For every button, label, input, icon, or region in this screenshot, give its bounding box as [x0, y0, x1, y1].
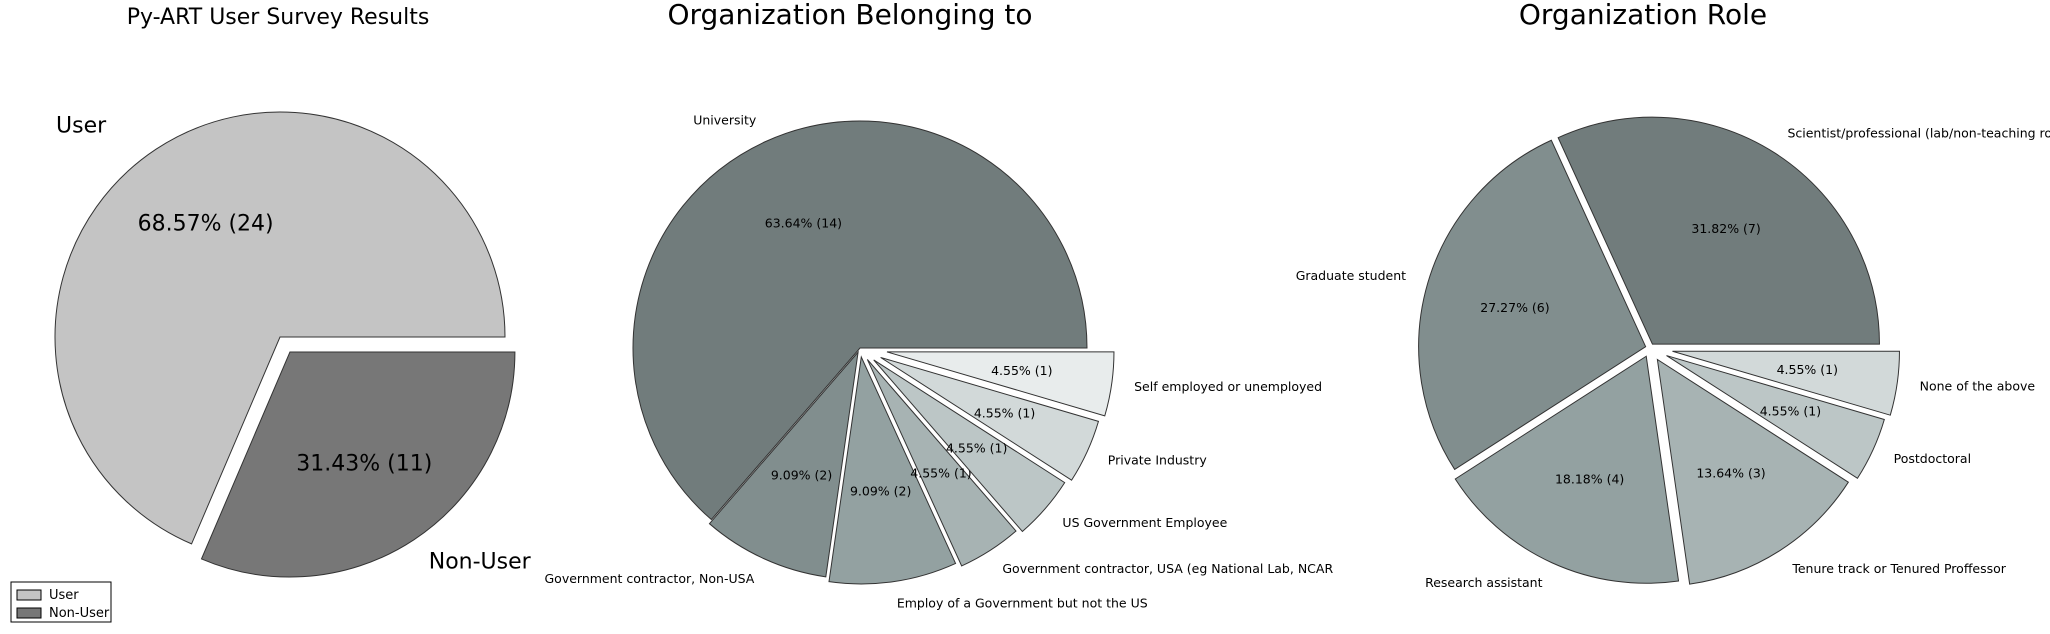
slice-label: Tenure track or Tenured Proffessor [1791, 561, 2006, 576]
slice-label: Graduate student [1296, 268, 1406, 283]
slice-label: Research assistant [1425, 575, 1542, 590]
slice-label: US Government Employee [1062, 515, 1227, 530]
slice-percent-label: 63.64% (14) [765, 216, 842, 231]
slice-percent-label: 4.55% (1) [946, 441, 1007, 456]
slice-label: Government contractor, Non-USA [544, 571, 754, 586]
slice-label: Non-User [429, 549, 532, 574]
slice-label: User [56, 114, 107, 139]
slice-label: Government contractor, USA (eg National … [1002, 561, 1333, 576]
pie-organization-role: Organization Role Scientist/professional … [1296, 0, 2050, 590]
slice-percent-label: 13.64% (3) [1696, 466, 1765, 481]
legend: User Non-User [10, 581, 112, 623]
legend-swatch [16, 589, 42, 601]
slice-label: Employ of a Government but not the US [897, 596, 1148, 611]
slice-percent-label: 31.82% (7) [1691, 221, 1760, 236]
pie-organization-belonging: Organization Belonging to University 63.64… [544, 0, 1333, 611]
pie-slice-employ-of-a-government-but-not-the-us [828, 355, 957, 585]
slice-percent-label: 18.18% (4) [1555, 472, 1624, 487]
slice-percent-label: 27.27% (6) [1480, 300, 1549, 315]
slice-percent-label: 4.55% (1) [974, 406, 1035, 421]
pie-slice-postdoctoral [1666, 355, 1885, 479]
slice-percent-label: 9.09% (2) [850, 483, 911, 498]
slice-percent-label: 4.55% (1) [1760, 404, 1821, 419]
slice-label: University [693, 112, 757, 127]
pie-slice-government-contractor-usa-eg-national-lab-ncar [866, 359, 1017, 567]
slice-label: Private Industry [1108, 453, 1208, 468]
pie-user-survey: Py-ART User Survey Results User 68.57% (24… [54, 5, 532, 578]
slice-percent-label: 4.55% (1) [1777, 362, 1838, 377]
pie-slice-graduate-student [1418, 139, 1647, 471]
pie-slice-none-of-the-above [1672, 350, 1900, 416]
legend-frame [10, 581, 112, 623]
slice-percent-label: 4.55% (1) [910, 466, 971, 481]
pie-slice-research-assistant [1454, 355, 1680, 584]
pie-slice-user [54, 111, 506, 545]
chart-title: Organization Role [1519, 0, 1767, 31]
pie-slice-self-employed-or-unemployed [886, 351, 1115, 417]
pie-slice-university [632, 120, 1088, 521]
pie-slice-government-contractor-non-usa [708, 350, 859, 578]
pie-slice-private-industry [880, 356, 1100, 481]
slice-percent-label: 9.09% (2) [771, 468, 832, 483]
pie-slice-scientist-professional-lab-non-teaching-role [1557, 116, 1880, 345]
chart-title: Py-ART User Survey Results [127, 5, 430, 30]
slice-percent-label: 4.55% (1) [991, 363, 1052, 378]
slice-label: Scientist/professional (lab/non-teaching… [1787, 126, 2050, 141]
slice-percent-label: 31.43% (11) [296, 452, 432, 477]
legend-label: User [49, 588, 79, 603]
legend-swatch [16, 607, 42, 619]
pie-slice-non-user [200, 351, 516, 578]
slice-label: Postdoctoral [1894, 451, 1971, 466]
slice-percent-label: 68.57% (24) [138, 211, 274, 236]
slice-label: None of the above [1920, 378, 2036, 393]
chart-title: Organization Belonging to [667, 0, 1032, 31]
legend-label: Non-User [49, 606, 110, 621]
pie-slice-us-government-employee [873, 359, 1066, 533]
slice-label: Self employed or unemployed [1134, 379, 1322, 394]
pie-slice-tenure-track-or-tenured-proffessor [1656, 358, 1850, 585]
